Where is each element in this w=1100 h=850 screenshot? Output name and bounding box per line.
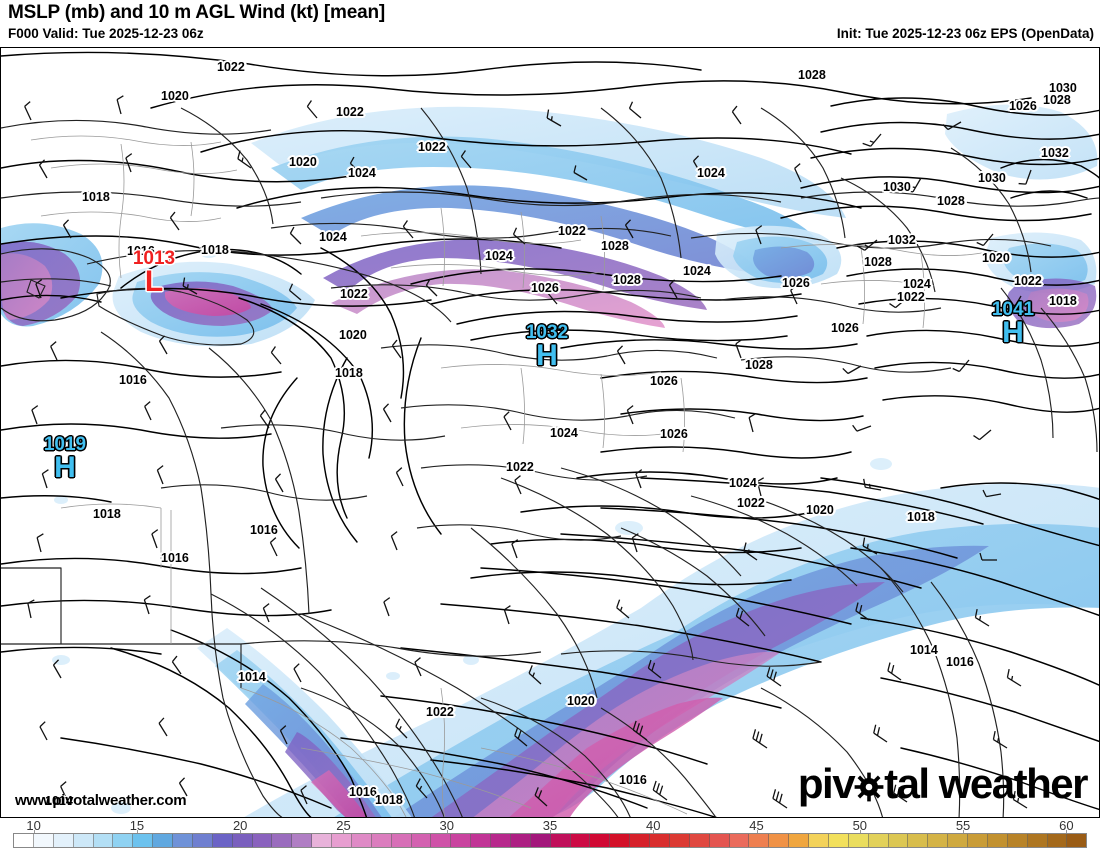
colorbar-swatch (471, 834, 491, 847)
colorbar-swatch (928, 834, 949, 847)
colorbar-swatch (809, 834, 829, 847)
colorbar-tick-mark (446, 830, 448, 833)
colorbar-swatch (570, 834, 591, 847)
init-time-label: Init: Tue 2025-12-23 06z EPS (OpenData) (836, 26, 1094, 41)
province-borders (30, 135, 988, 817)
colorbar-tick-mark (859, 830, 861, 833)
colorbar-swatch (53, 834, 74, 847)
wind-speed-shading (1, 104, 1099, 817)
wind-speed-colorbar[interactable]: 10 15 20 25 30 35 40 45 50 55 60 (0, 818, 1100, 850)
colorbar-tick-label: 30 (439, 818, 454, 833)
colorbar-swatch (411, 834, 432, 847)
map-header: MSLP (mb) and 10 m AGL Wind (kt) [mean] … (0, 0, 1100, 47)
wind-speckles (52, 250, 892, 814)
colorbar-swatch (769, 834, 790, 847)
colorbar-swatch (888, 834, 909, 847)
logo-text-left: piv (797, 760, 856, 807)
colorbar-swatch (491, 834, 511, 847)
colorbar-tick-mark (963, 830, 965, 833)
colorbar-swatch (908, 834, 929, 847)
site-url-watermark: www.pivotalweather.com (15, 792, 187, 809)
colorbar-swatch (33, 834, 54, 847)
colorbar-swatch (113, 834, 134, 847)
colorbar-tick-mark (756, 830, 758, 833)
colorbar-tick-label: 60 (1059, 818, 1074, 833)
colorbar-swatch (292, 834, 313, 847)
colorbar-swatch (1067, 834, 1087, 847)
colorbar-swatch (530, 834, 551, 847)
colorbar-swatch (153, 834, 173, 847)
colorbar-swatch (630, 834, 650, 847)
colorbar-swatch (828, 834, 849, 847)
colorbar-swatches (13, 833, 1087, 848)
colorbar-swatch (709, 834, 730, 847)
map-graphics (1, 51, 1099, 817)
colorbar-tick-label: 25 (336, 818, 351, 833)
colorbar-swatch (451, 834, 472, 847)
colorbar-swatch (133, 834, 154, 847)
colorbar-swatch (510, 834, 531, 847)
colorbar-swatch (868, 834, 889, 847)
gear-icon (854, 772, 884, 802)
colorbar-swatch (669, 834, 690, 847)
colorbar-swatch (312, 834, 332, 847)
colorbar-swatch (351, 834, 372, 847)
weather-map-canvas[interactable]: 1020 1022 1022 1022 1020 1018 1024 1024 1016 1018… (0, 47, 1100, 818)
colorbar-swatch (93, 834, 114, 847)
colorbar-swatch (789, 834, 809, 847)
colorbar-swatch (14, 834, 34, 847)
colorbar-tick-label: 15 (129, 818, 145, 833)
colorbar-swatch (252, 834, 273, 847)
pivotal-weather-logo: piv (797, 760, 1089, 807)
colorbar-swatch (848, 834, 869, 847)
colorbar-swatch (729, 834, 750, 847)
colorbar-tick-label: 50 (852, 818, 868, 833)
colorbar-swatch (968, 834, 988, 847)
colorbar-swatch (272, 834, 293, 847)
colorbar-tick-labels: 10 15 20 25 30 35 40 45 50 55 60 (0, 818, 1100, 833)
colorbar-tick-label: 55 (955, 818, 971, 833)
logo-text-right: tal weather (884, 760, 1088, 807)
colorbar-swatch (1047, 834, 1068, 847)
colorbar-swatch (1007, 834, 1028, 847)
colorbar-swatch (689, 834, 710, 847)
colorbar-swatch (391, 834, 412, 847)
colorbar-swatch (192, 834, 213, 847)
colorbar-tick-mark (1066, 830, 1068, 833)
colorbar-swatch (73, 834, 94, 847)
colorbar-tick-label: 40 (646, 818, 661, 833)
colorbar-tick-mark (550, 830, 551, 833)
colorbar-tick-label: 45 (749, 818, 764, 833)
map-borders (1, 107, 1099, 817)
colorbar-swatch (431, 834, 452, 847)
colorbar-tick-label: 10 (26, 818, 41, 833)
colorbar-swatch (948, 834, 968, 847)
colorbar-swatch (212, 834, 233, 847)
colorbar-tick-label: 35 (542, 818, 558, 833)
colorbar-swatch (371, 834, 392, 847)
colorbar-swatch (173, 834, 193, 847)
colorbar-swatch (1027, 834, 1048, 847)
colorbar-tick-mark (136, 830, 138, 833)
colorbar-tick-mark (240, 830, 242, 833)
valid-time-label: F000 Valid: Tue 2025-12-23 06z (8, 26, 204, 41)
colorbar-swatch (590, 834, 611, 847)
page-title: MSLP (mb) and 10 m AGL Wind (kt) [mean] (8, 2, 385, 23)
colorbar-swatch (232, 834, 253, 847)
colorbar-swatch (610, 834, 631, 847)
isobar-contours (1, 51, 1099, 817)
colorbar-tick-label: 20 (232, 818, 248, 833)
colorbar-swatch (749, 834, 770, 847)
colorbar-swatch (332, 834, 352, 847)
colorbar-tick-mark (653, 830, 655, 833)
colorbar-tick-mark (343, 830, 345, 833)
colorbar-swatch (650, 834, 670, 847)
colorbar-tick-mark (33, 830, 35, 833)
red-sea-shading (197, 628, 412, 817)
colorbar-swatch (550, 834, 571, 847)
colorbar-swatch (987, 834, 1008, 847)
